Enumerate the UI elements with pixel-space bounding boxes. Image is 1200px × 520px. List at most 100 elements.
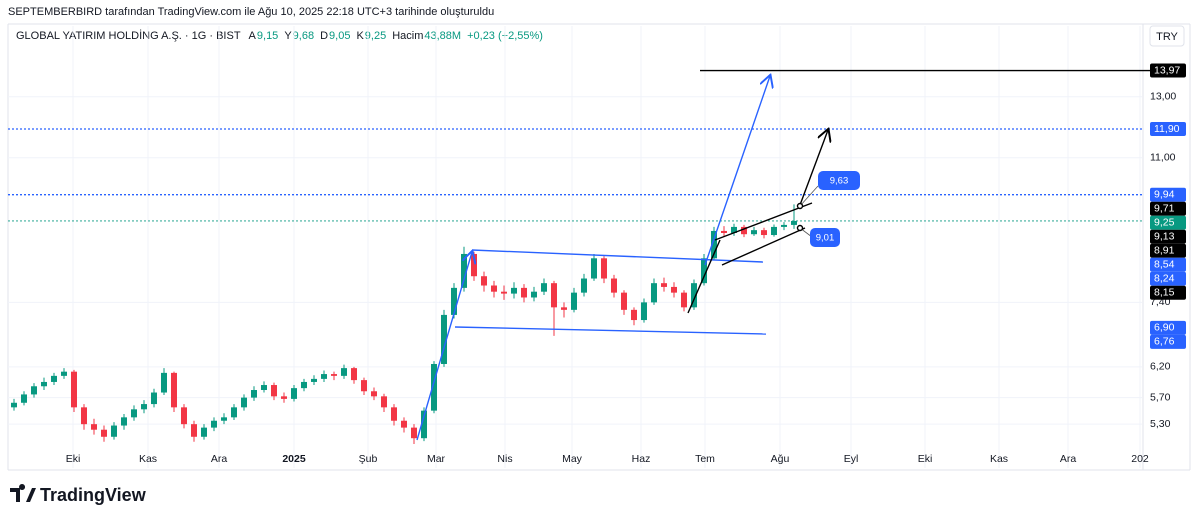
- candle-body: [631, 309, 637, 321]
- y-tick-label: 5,30: [1150, 418, 1171, 430]
- price-badge-label: 6,76: [1154, 336, 1175, 348]
- candle-body: [781, 224, 787, 227]
- candle-body: [431, 364, 437, 411]
- candle-body: [391, 407, 397, 421]
- candle-body: [311, 378, 317, 382]
- candle-body: [471, 253, 477, 277]
- ohlc-value: 9,68: [293, 30, 314, 42]
- candle-body: [381, 396, 387, 408]
- candle-body: [671, 286, 677, 293]
- candle-body: [591, 258, 597, 279]
- ohlc-key: A: [249, 30, 257, 42]
- candle-body: [321, 374, 327, 379]
- currency[interactable]: TRY: [1156, 31, 1178, 43]
- candle-body: [761, 230, 767, 236]
- candle-body: [551, 283, 557, 308]
- x-tick-label: Kas: [990, 453, 1008, 465]
- ohlc-key: K: [356, 30, 364, 42]
- candle-body: [121, 417, 127, 426]
- candle-body: [351, 368, 357, 381]
- x-tick-label: Haz: [632, 453, 651, 465]
- x-tick-label: Kas: [139, 453, 157, 465]
- channel-bottom: [454, 326, 767, 335]
- candle-body: [91, 424, 97, 430]
- candle-body: [371, 391, 377, 397]
- candle-body: [571, 292, 577, 310]
- candle-body: [171, 372, 177, 408]
- candle-body: [531, 291, 537, 298]
- candle-body: [721, 230, 727, 233]
- candle-body: [501, 291, 507, 294]
- price-badge-label: 11,90: [1154, 123, 1180, 135]
- price-badge: [1150, 257, 1186, 272]
- ohlc-value: 9,05: [329, 30, 350, 42]
- callout-label: 9,01: [816, 233, 835, 244]
- callout: [818, 171, 860, 190]
- callout-leader: [799, 185, 819, 207]
- price-badge: [1150, 320, 1186, 335]
- x-tick-label: May: [562, 453, 583, 465]
- price-badge-label: 8,91: [1154, 244, 1175, 256]
- arrow: [704, 76, 770, 266]
- candle-body: [411, 427, 417, 439]
- price-badge-label: 9,94: [1154, 188, 1175, 200]
- candle-body: [141, 404, 147, 410]
- x-tick-label: Tem: [695, 453, 715, 465]
- price-badge-label: 9,71: [1154, 202, 1175, 214]
- candle-body: [601, 258, 607, 279]
- candle-body: [771, 226, 777, 236]
- candle-body: [661, 283, 667, 287]
- candle-body: [301, 381, 307, 389]
- candle-body: [181, 407, 187, 425]
- candle-body: [71, 371, 77, 408]
- ohlc-key: Y: [284, 30, 292, 42]
- candle-body: [11, 402, 17, 408]
- price-badge: [1150, 122, 1186, 137]
- candle-body: [751, 230, 757, 235]
- candle-body: [481, 276, 487, 286]
- candle-body: [211, 420, 217, 428]
- y-tick-label: 5,70: [1150, 391, 1171, 403]
- x-tick-label: Eki: [66, 453, 81, 465]
- candle-body: [451, 287, 457, 315]
- candle-body: [731, 226, 737, 233]
- credit: SEPTEMBERBIRD tarafından TradingView.com…: [8, 6, 494, 18]
- candle-body: [131, 409, 137, 418]
- drawings: [416, 76, 828, 441]
- x-tick-label: Ara: [1060, 453, 1077, 465]
- handle: [796, 202, 804, 210]
- price-badge-label: 9,25: [1154, 216, 1175, 228]
- price-badge-label: 13,97: [1154, 64, 1180, 76]
- candle-body: [81, 407, 87, 425]
- ohlc-value: 43,88M: [424, 30, 461, 42]
- price-badge: [1150, 63, 1186, 78]
- logo-icon: [10, 484, 36, 502]
- candle-body: [361, 380, 367, 392]
- candle-body: [61, 371, 67, 376]
- candle-body: [291, 388, 297, 399]
- x-tick-label: Eki: [918, 453, 933, 465]
- y-tick-label: 11,00: [1150, 152, 1176, 164]
- candle-body: [101, 429, 107, 437]
- currency-box[interactable]: [1149, 25, 1185, 47]
- y-tick-label: 13,00: [1150, 91, 1176, 103]
- callout: [810, 228, 840, 247]
- candle-body: [791, 220, 797, 225]
- x-tick-label: Eyl: [844, 453, 859, 465]
- price-badge: [1150, 334, 1186, 349]
- wedge-bottom: [721, 227, 806, 266]
- candle-body: [581, 278, 587, 293]
- candle-body: [261, 385, 267, 391]
- candle-body: [561, 307, 567, 310]
- candle-body: [741, 226, 747, 235]
- price-badge: [1150, 187, 1186, 202]
- handle: [796, 224, 804, 232]
- logo: TradingView: [10, 484, 147, 505]
- ohlc-legend: A 9,15 Y 9,68 D 9,05 K 9,25 Hacim 43,88M +0,23 (+2…: [249, 30, 543, 42]
- x-tick-label: Ağu: [771, 453, 790, 465]
- price-badge: [1150, 243, 1186, 258]
- candle-body: [191, 424, 197, 437]
- price-badge: [1150, 285, 1186, 300]
